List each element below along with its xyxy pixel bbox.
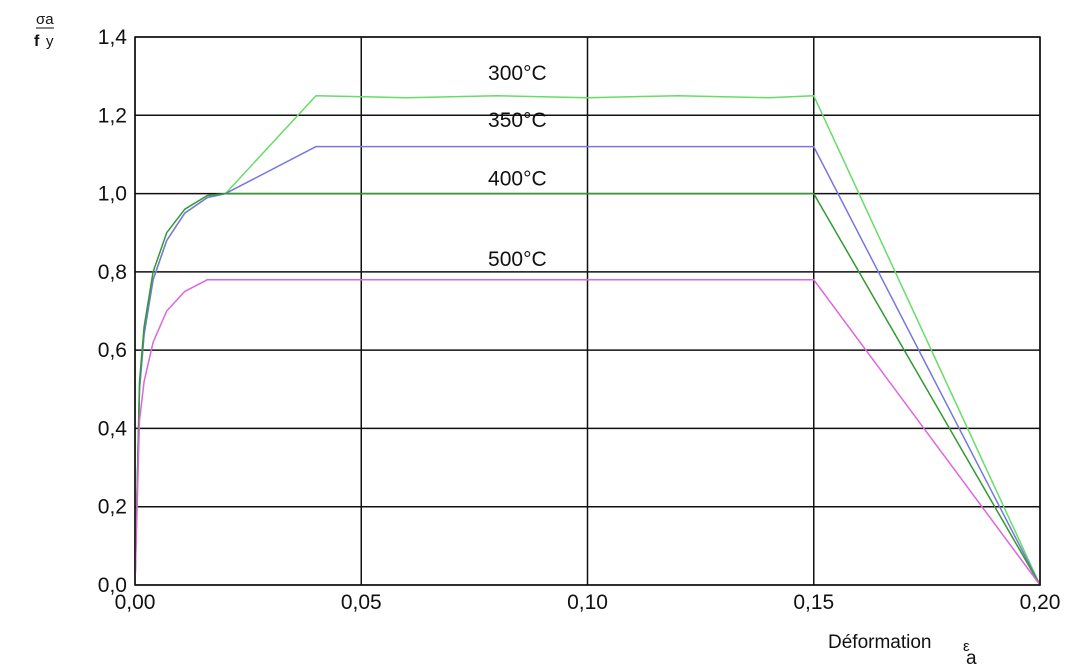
y-axis-denominator-main: f: [34, 33, 40, 50]
series-label-1: 300°C: [488, 62, 547, 85]
y-axis-numerator: σa: [36, 11, 54, 28]
x-tick-label: 0,05: [341, 591, 382, 614]
x-axis-symbol-subscript: a: [966, 648, 977, 665]
x-tick-label: 0,10: [567, 591, 608, 614]
gridlines: [134, 36, 1041, 586]
y-tick-label: 1,0: [98, 183, 127, 206]
tick-labels: 0,0 0,2 0,4 0,6 0,8 1,0 1,2 1,4 0,00 0,05 0,10 0,15…: [98, 26, 1061, 614]
y-tick-label: 0,6: [98, 339, 127, 362]
y-axis-title: σa f y: [34, 11, 54, 50]
y-tick-label: 1,2: [98, 104, 127, 127]
y-tick-label: 0,0: [98, 574, 127, 597]
x-tick-label: 0,15: [793, 591, 834, 614]
plot-frame: [134, 36, 1041, 586]
y-tick-label: 0,8: [98, 261, 127, 284]
y-tick-label: 1,4: [98, 26, 128, 49]
x-axis-symbol: ε: [963, 638, 970, 655]
y-tick-label: 0,4: [98, 417, 128, 440]
series-label-3: 400°C: [488, 168, 547, 191]
x-axis-title: Déformation ε a: [828, 632, 977, 665]
series-line-3: [134, 192, 1041, 586]
series-lines: [134, 94, 1041, 586]
curve-labels: 300°C 350°C 400°C 500°C: [488, 62, 547, 271]
y-axis-denominator-sub: y: [46, 33, 54, 50]
series-line-4: [134, 278, 1041, 586]
x-axis-label: Déformation: [828, 632, 932, 653]
x-tick-label: 0,20: [1020, 591, 1061, 614]
series-label-2: 350°C: [488, 109, 547, 132]
x-tick-label: 0,00: [115, 591, 156, 614]
series-label-4: 500°C: [488, 248, 547, 271]
y-tick-label: 0,2: [98, 496, 127, 519]
